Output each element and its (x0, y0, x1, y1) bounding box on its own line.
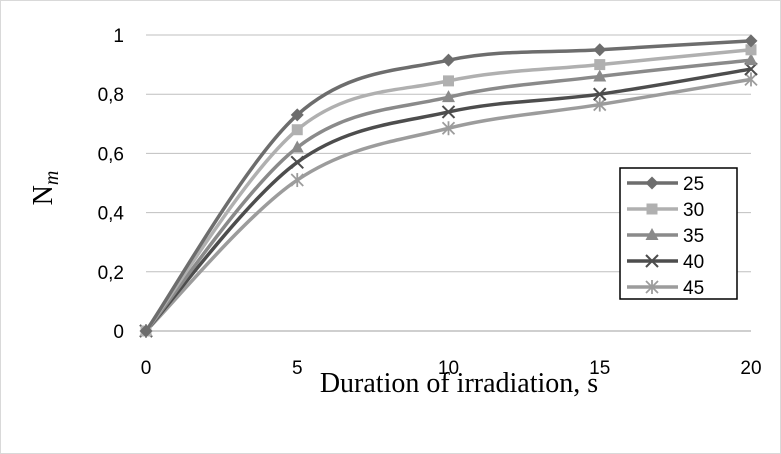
legend-marker (646, 203, 658, 215)
data-point (291, 124, 303, 136)
data-point (744, 53, 758, 66)
data-point (593, 97, 607, 112)
legend-label: 45 (683, 278, 704, 299)
y-tick-label: 0,6 (98, 144, 124, 165)
x-tick-label: 10 (438, 358, 459, 379)
x-axis-title: Duration of irradiation, s (320, 368, 598, 399)
legend-item: 30 (627, 200, 704, 221)
legend-marker (645, 228, 659, 240)
axes: 00,20,40,60,810 5 10 15 20 (98, 26, 762, 379)
legend-label: 30 (683, 200, 704, 221)
y-tick-label: 0,4 (98, 204, 125, 225)
data-point (744, 72, 758, 87)
legend-item: 45 (627, 278, 704, 299)
data-point (745, 44, 757, 56)
data-point (139, 324, 153, 338)
data-point (441, 105, 456, 119)
legend-label: 35 (683, 226, 704, 247)
legend-marker (645, 176, 659, 190)
y-tick-label: 0,8 (98, 85, 124, 106)
data-point (442, 90, 455, 103)
y-tick-label: 1 (113, 26, 124, 47)
data-point (290, 173, 304, 188)
y-tick-label: 0 (113, 322, 124, 343)
data-point (593, 69, 607, 82)
data-point (290, 155, 304, 169)
legend-label: 40 (683, 252, 704, 273)
x-tick-label: 0 (141, 358, 152, 379)
x-tick-label: 15 (589, 358, 610, 379)
data-point (744, 34, 758, 48)
series-line (144, 39, 752, 333)
data-point (442, 53, 455, 67)
series-group (139, 34, 758, 338)
data-point-stroke (441, 105, 456, 119)
series-25 (139, 34, 758, 338)
legend-label: 25 (683, 174, 704, 195)
series-line (144, 58, 752, 333)
y-axis-title-subscript: m (41, 171, 63, 185)
series-line (144, 67, 752, 333)
y-axis-title: Nm (28, 171, 63, 206)
y-axis-title-main: N (28, 185, 59, 205)
data-point (594, 59, 606, 71)
data-point (593, 43, 607, 57)
series-line (144, 48, 752, 333)
data-point (593, 87, 607, 101)
legend-marker (645, 254, 659, 268)
legend-item: 25 (627, 174, 704, 195)
legend-marker-stroke (645, 254, 659, 268)
data-point (290, 108, 304, 122)
legend-marker (645, 280, 659, 294)
data-point-stroke (593, 87, 607, 101)
x-tick-label: 20 (740, 358, 761, 379)
data-point (290, 140, 304, 153)
legend-item: 35 (627, 226, 704, 247)
data-point (441, 121, 456, 136)
x-tick-label: 5 (292, 358, 303, 379)
data-point-stroke (290, 155, 304, 169)
legend-item: 40 (627, 252, 704, 273)
data-point (443, 75, 454, 87)
legend: 25 30 35 40 45 (619, 167, 738, 300)
y-tick-label: 0,2 (98, 263, 124, 284)
